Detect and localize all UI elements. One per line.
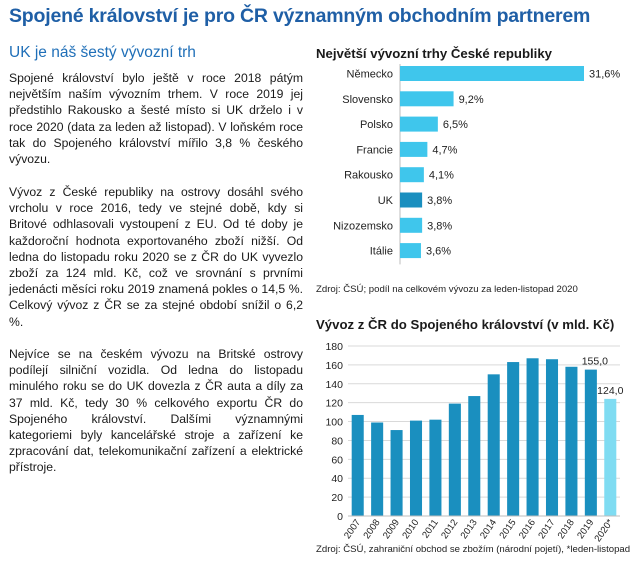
- market-label-rakousko: Rakousko: [344, 170, 393, 182]
- market-bar-polsko: [400, 116, 438, 132]
- uk-ytick-80: 80: [331, 435, 343, 447]
- uk-export-bar-2009: [390, 430, 403, 516]
- uk-export-value-2019: 155,0: [582, 356, 608, 368]
- uk-ytick-0: 0: [337, 511, 343, 523]
- uk-ytick-60: 60: [331, 454, 343, 466]
- market-bar-uk: [400, 192, 423, 208]
- uk-xtick-2015: 2015: [497, 517, 518, 541]
- markets-chart-source: Zdroj: ČSÚ; podíl na celkovém vývozu za …: [316, 284, 578, 295]
- uk-export-bar-2012: [448, 403, 461, 516]
- market-value-francie: 4,7%: [432, 144, 457, 156]
- uk-export-bar-2011: [429, 419, 442, 516]
- market-bar-německo: [400, 66, 584, 81]
- uk-export-bar-2014: [487, 374, 500, 516]
- uk-ytick-20: 20: [331, 492, 343, 504]
- uk-ytick-40: 40: [331, 473, 343, 485]
- uk-ytick-160: 160: [325, 360, 343, 372]
- market-value-nizozemsko: 3,8%: [427, 220, 452, 232]
- uk-export-bar-2020-partial: [604, 398, 617, 516]
- page-title: Spojené království je pro ČR významným o…: [9, 5, 591, 27]
- uk-xtick-2018: 2018: [556, 517, 577, 541]
- market-label-francie: Francie: [356, 144, 393, 156]
- market-value-polsko: 6,5%: [443, 119, 468, 131]
- market-bar-francie: [400, 141, 428, 157]
- uk-xtick-2014: 2014: [478, 517, 499, 541]
- uk-ytick-140: 140: [325, 379, 343, 391]
- uk-export-bar-2017: [545, 359, 559, 516]
- uk-export-bar-2018: [565, 366, 578, 516]
- uk-xtick-2020-partial: 2020*: [592, 517, 615, 542]
- market-label-nizozemsko: Nizozemsko: [333, 220, 393, 232]
- market-value-slovensko: 9,2%: [459, 94, 484, 106]
- paragraph-export-structure: Nejvíce se na českém vývozu na Britské o…: [9, 347, 303, 475]
- market-bar-nizozemsko: [400, 217, 423, 233]
- uk-xtick-2007: 2007: [342, 517, 363, 541]
- uk-export-bar-2019: [584, 369, 597, 516]
- paragraph-export-trend: Vývoz z České republiky na ostrovy dosáh…: [9, 185, 303, 329]
- uk-export-value-2020-partial: 124,0: [597, 385, 623, 397]
- section-subtitle: UK je náš šestý vývozní trh: [9, 44, 196, 61]
- uk-xtick-2017: 2017: [536, 517, 557, 541]
- uk-ytick-180: 180: [325, 341, 343, 353]
- market-value-rakousko: 4,1%: [429, 170, 454, 182]
- uk-export-bar-chart: 0 20 40 60 80 100 120 140 160 180 2007200820092010…: [325, 341, 623, 542]
- market-bar-slovensko: [400, 91, 454, 107]
- uk-export-chart-source: Zdroj: ČSÚ, zahraniční obchod se zbožím …: [316, 544, 631, 555]
- market-value-německo: 31,6%: [589, 69, 620, 81]
- market-bar-rakousko: [400, 167, 424, 183]
- uk-export-bar-2010: [409, 420, 423, 516]
- markets-chart-title: Největší vývozní trhy České republiky: [316, 46, 553, 61]
- uk-ytick-120: 120: [325, 398, 343, 410]
- uk-xtick-2008: 2008: [361, 517, 382, 541]
- uk-xtick-2012: 2012: [439, 517, 460, 541]
- uk-ytick-100: 100: [325, 417, 343, 429]
- market-value-itálie: 3,6%: [426, 246, 451, 258]
- markets-bar-chart: Německo 31,6% Slovensko 9,2% Polsko 6,5% Franc…: [333, 64, 620, 265]
- uk-xtick-2013: 2013: [459, 517, 480, 541]
- uk-export-bar-2016: [526, 358, 539, 516]
- uk-xtick-2009: 2009: [381, 517, 402, 541]
- uk-xtick-2010: 2010: [400, 517, 421, 541]
- uk-export-bar-2013: [468, 396, 481, 516]
- market-label-slovensko: Slovensko: [342, 94, 393, 106]
- market-label-uk: UK: [378, 195, 394, 207]
- market-value-uk: 3,8%: [427, 195, 452, 207]
- market-label-itálie: Itálie: [370, 246, 393, 258]
- uk-export-chart-title: Vývoz z ČR do Spojeného království (v ml…: [316, 317, 615, 332]
- paragraph-market-rank: Spojené království bylo ještě v roce 201…: [9, 71, 303, 167]
- uk-export-bar-2008: [371, 422, 384, 516]
- market-bar-itálie: [400, 243, 421, 259]
- market-label-polsko: Polsko: [360, 119, 393, 131]
- uk-export-bar-2007: [351, 414, 364, 516]
- uk-xtick-2016: 2016: [517, 517, 538, 541]
- uk-xtick-2011: 2011: [420, 517, 441, 540]
- market-label-německo: Německo: [347, 69, 393, 81]
- uk-export-bar-2015: [507, 362, 520, 516]
